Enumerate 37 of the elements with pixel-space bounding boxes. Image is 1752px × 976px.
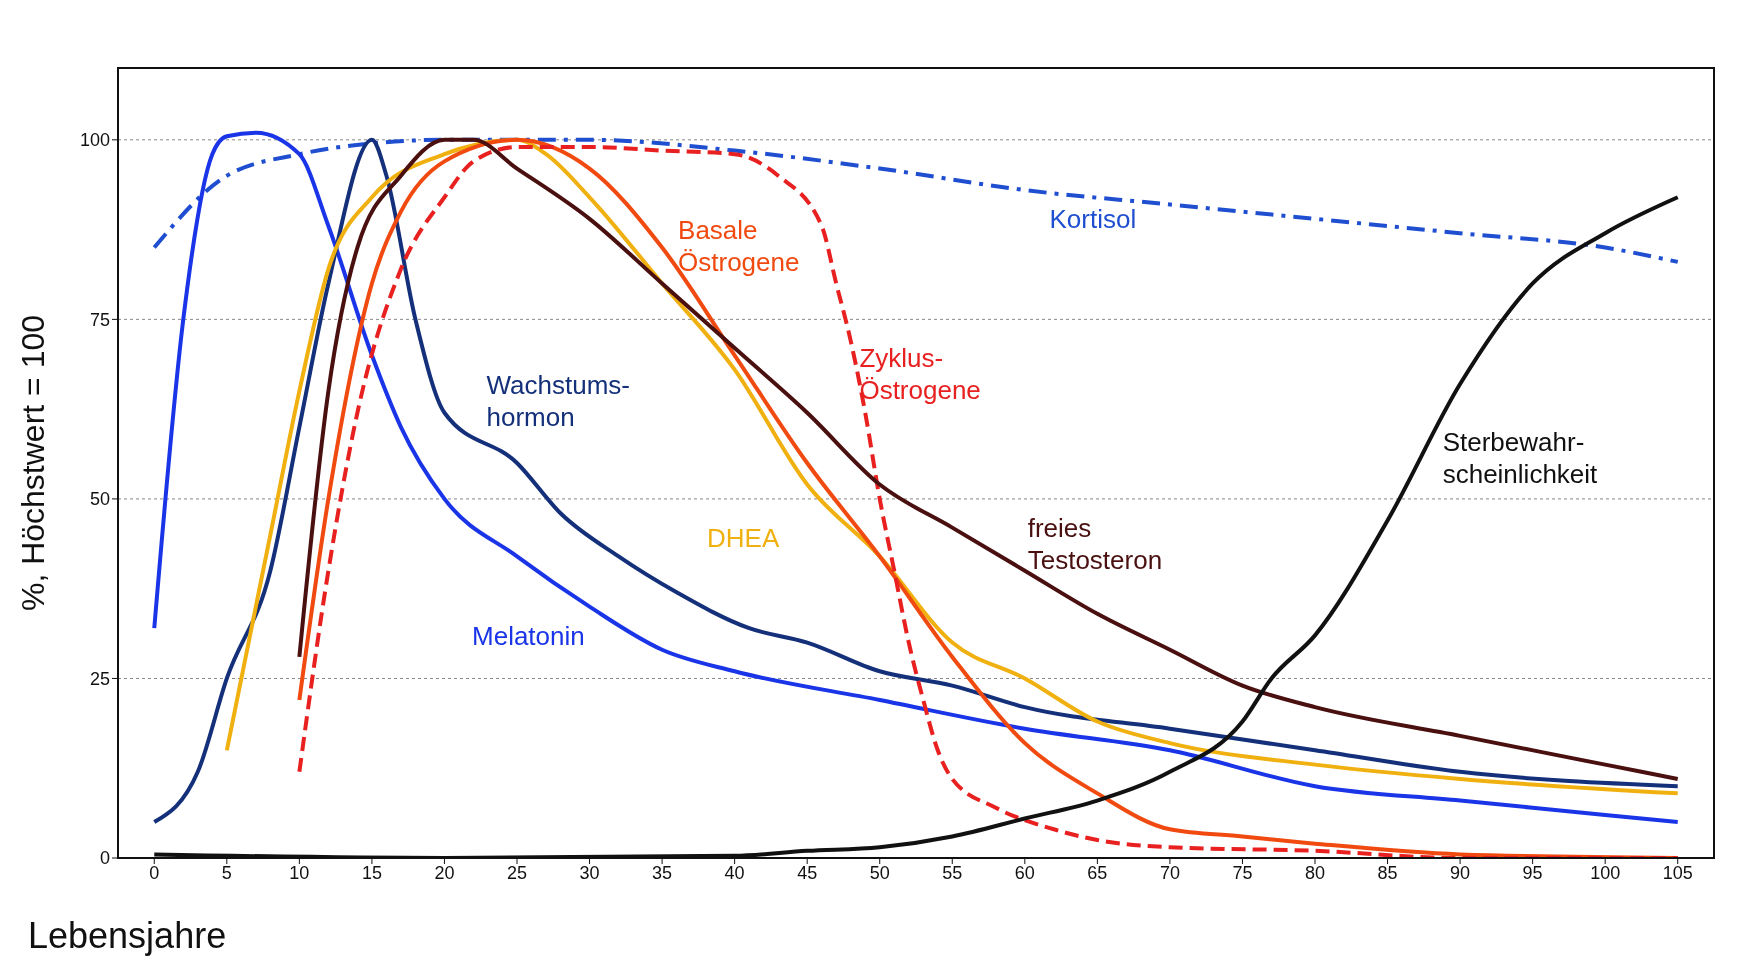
series-label: freies Testosteron — [1027, 512, 1163, 575]
x-tick-label: 80 — [1304, 862, 1326, 883]
x-tick-label: 60 — [1014, 862, 1035, 883]
y-tick-label: 0 — [99, 848, 110, 869]
y-tick-label: 50 — [89, 489, 110, 510]
series-label: Melatonin — [472, 621, 585, 652]
x-tick-label: 75 — [1232, 862, 1253, 883]
x-tick-label: 20 — [434, 862, 455, 883]
x-tick-label: 95 — [1522, 862, 1543, 883]
x-tick-label: 30 — [579, 862, 600, 883]
x-tick-label: 65 — [1087, 862, 1108, 883]
series-label: Wachstums- hormon — [486, 369, 631, 432]
x-tick-label: 10 — [289, 862, 310, 883]
x-tick-label: 70 — [1159, 862, 1180, 883]
x-tick-label: 45 — [797, 862, 818, 883]
x-tick-label: 90 — [1450, 862, 1471, 883]
x-tick-label: 85 — [1377, 862, 1398, 883]
series-label: Basale Östrogene — [678, 214, 800, 277]
x-tick-label: 100 — [1590, 862, 1621, 883]
x-tick-label: 55 — [942, 862, 963, 883]
y-tick-label: 100 — [79, 130, 110, 151]
x-axis-title: Lebensjahre — [28, 915, 227, 956]
x-tick-label: 50 — [869, 862, 890, 883]
series-label: Sterbewahr- scheinlichkeit — [1442, 427, 1599, 490]
y-tick-label: 75 — [89, 309, 110, 330]
x-tick-label: 15 — [361, 862, 382, 883]
y-axis-title: %, Höchstwert = 100 — [15, 314, 52, 612]
series-label: DHEA — [707, 522, 780, 553]
series-label: Kortisol — [1049, 203, 1137, 234]
y-tick-label: 25 — [89, 668, 110, 689]
x-tick-label: 105 — [1662, 862, 1693, 883]
x-tick-label: 40 — [724, 862, 745, 883]
x-tick-label: 35 — [652, 862, 673, 883]
x-tick-label: 0 — [149, 862, 160, 883]
series-label: Zyklus- Östrogene — [859, 342, 981, 405]
x-tick-label: 25 — [506, 862, 528, 883]
x-tick-label: 5 — [221, 862, 232, 883]
